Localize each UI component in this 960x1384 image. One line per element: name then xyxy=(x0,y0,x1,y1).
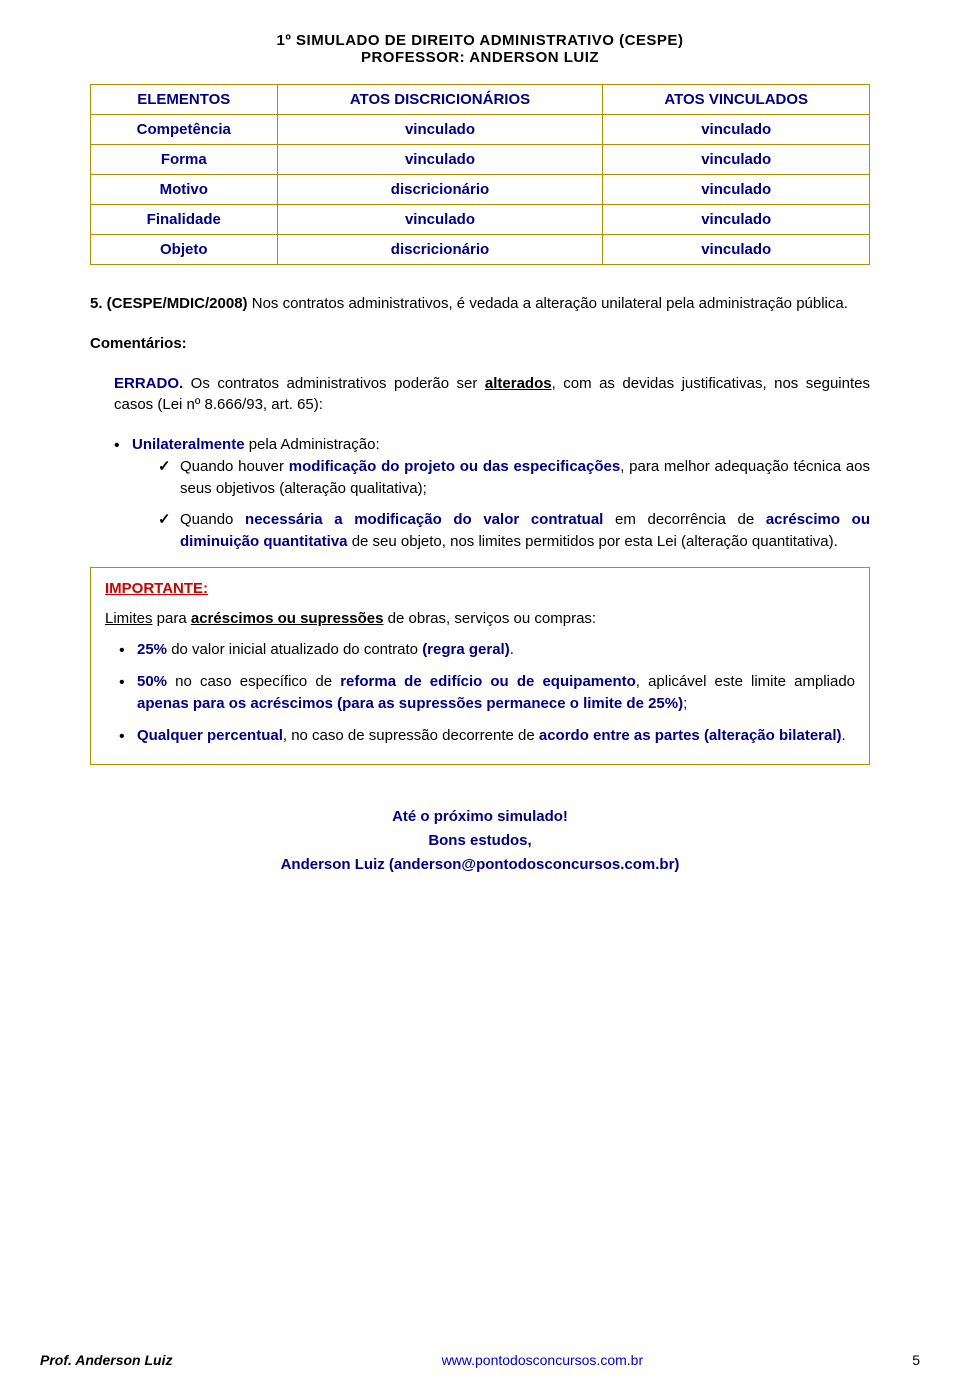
check-text: Quando houver xyxy=(180,458,289,475)
table-header-cell: ATOS DISCRICIONÁRIOS xyxy=(277,85,603,115)
box-intro-acres: acréscimos ou supressões xyxy=(191,610,384,627)
table-row: Competência vinculado vinculado xyxy=(91,115,870,145)
box-text: no caso específico de xyxy=(167,673,340,690)
table-row: Objeto discricionário vinculado xyxy=(91,235,870,265)
table-cell-value: vinculado xyxy=(603,205,870,235)
table-cell-value: vinculado xyxy=(603,115,870,145)
answer-paragraph: ERRADO. Os contratos administrativos pod… xyxy=(114,373,870,417)
check-highlight: necessária a modificação do valor contra… xyxy=(245,511,603,528)
table-cell-label: Forma xyxy=(91,145,278,175)
comentarios-label: Comentários: xyxy=(90,333,870,355)
box-text: . xyxy=(842,727,846,744)
closing-line2: Bons estudos, xyxy=(90,829,870,853)
answer-errado: ERRADO. xyxy=(114,375,183,392)
important-label: IMPORTANTE: xyxy=(105,580,208,597)
check-item: Quando necessária a modificação do valor… xyxy=(158,509,870,553)
box-reforma: reforma de edifício ou de equipamento xyxy=(340,673,636,690)
footer-url: www.pontodosconcursos.com.br xyxy=(442,1352,644,1368)
check-item: Quando houver modificação do projeto ou … xyxy=(158,456,870,500)
answer-text-before: Os contratos administrativos poderão ser xyxy=(183,375,485,392)
box-apenas: apenas para os acréscimos (para as supre… xyxy=(137,695,683,712)
table-cell-value: vinculado xyxy=(603,145,870,175)
table-cell-value: discricionário xyxy=(277,175,603,205)
question-5: 5. (CESPE/MDIC/2008) Nos contratos admin… xyxy=(90,293,870,315)
box-regra-geral: (regra geral) xyxy=(422,641,510,658)
box-intro-limites: Limites xyxy=(105,610,153,627)
table-cell-label: Motivo xyxy=(91,175,278,205)
box-text: ; xyxy=(683,695,687,712)
check-text: de seu objeto, nos limites permitidos po… xyxy=(348,533,838,550)
question-number: 5. (CESPE/MDIC/2008) xyxy=(90,295,248,312)
table-cell-label: Competência xyxy=(91,115,278,145)
table-header-cell: ELEMENTOS xyxy=(91,85,278,115)
bullet-list: Unilateralmente pela Administração: Quan… xyxy=(114,434,870,553)
table-row: Forma vinculado vinculado xyxy=(91,145,870,175)
footer-author: Prof. Anderson Luiz xyxy=(40,1352,172,1368)
bullet-item-unilateralmente: Unilateralmente pela Administração: Quan… xyxy=(114,434,870,553)
box-intro: Limites para acréscimos ou supressões de… xyxy=(105,608,855,630)
box-text: do valor inicial atualizado do contrato xyxy=(167,641,422,658)
question-text: Nos contratos administrativos, é vedada … xyxy=(248,295,848,312)
table-cell-value: vinculado xyxy=(603,235,870,265)
box-bullet-item: 25% do valor inicial atualizado do contr… xyxy=(119,639,855,661)
bullet-rest: pela Administração: xyxy=(245,436,380,453)
box-bullet-item: Qualquer percentual, no caso de supressã… xyxy=(119,725,855,747)
header-title-line1: 1º SIMULADO DE DIREITO ADMINISTRATIVO (C… xyxy=(90,32,870,49)
footer-page-number: 5 xyxy=(912,1352,920,1368)
elements-table: ELEMENTOS ATOS DISCRICIONÁRIOS ATOS VINC… xyxy=(90,84,870,265)
table-cell-value: vinculado xyxy=(277,115,603,145)
box-text: . xyxy=(510,641,514,658)
table-cell-value: vinculado xyxy=(277,205,603,235)
check-list: Quando houver modificação do projeto ou … xyxy=(158,456,870,553)
closing-line1: Até o próximo simulado! xyxy=(90,805,870,829)
table-cell-label: Objeto xyxy=(91,235,278,265)
table-cell-value: vinculado xyxy=(603,175,870,205)
closing-block: Até o próximo simulado! Bons estudos, An… xyxy=(90,805,870,877)
table-cell-value: discricionário xyxy=(277,235,603,265)
box-qualquer: Qualquer percentual xyxy=(137,727,283,744)
check-highlight: modificação do projeto ou das especifica… xyxy=(289,458,620,475)
table-row: Finalidade vinculado vinculado xyxy=(91,205,870,235)
box-acordo: acordo entre as partes (alteração bilate… xyxy=(539,727,842,744)
table-header-row: ELEMENTOS ATOS DISCRICIONÁRIOS ATOS VINC… xyxy=(91,85,870,115)
box-bullet-item: 50% no caso específico de reforma de edi… xyxy=(119,671,855,715)
page-footer: Prof. Anderson Luiz www.pontodosconcurso… xyxy=(40,1352,920,1368)
header-title-line2: PROFESSOR: ANDERSON LUIZ xyxy=(90,49,870,66)
table-cell-value: vinculado xyxy=(277,145,603,175)
box-bullet-list: 25% do valor inicial atualizado do contr… xyxy=(119,639,855,746)
table-row: Motivo discricionário vinculado xyxy=(91,175,870,205)
table-header-cell: ATOS VINCULADOS xyxy=(603,85,870,115)
document-header: 1º SIMULADO DE DIREITO ADMINISTRATIVO (C… xyxy=(90,32,870,66)
box-intro-text: de obras, serviços ou compras: xyxy=(383,610,596,627)
check-text: Quando xyxy=(180,511,245,528)
box-text: , aplicável este limite ampliado xyxy=(636,673,855,690)
important-box: IMPORTANTE: Limites para acréscimos ou s… xyxy=(90,567,870,766)
important-label-wrap: IMPORTANTE: xyxy=(105,578,855,600)
answer-alterados: alterados xyxy=(485,375,552,392)
box-pct: 50% xyxy=(137,673,167,690)
box-pct: 25% xyxy=(137,641,167,658)
box-text: , no caso de supressão decorrente de xyxy=(283,727,539,744)
table-cell-label: Finalidade xyxy=(91,205,278,235)
bullet-lead: Unilateralmente xyxy=(132,436,245,453)
closing-line3: Anderson Luiz (anderson@pontodosconcurso… xyxy=(90,853,870,877)
check-text: em decorrência de xyxy=(603,511,765,528)
box-intro-text: para xyxy=(153,610,191,627)
